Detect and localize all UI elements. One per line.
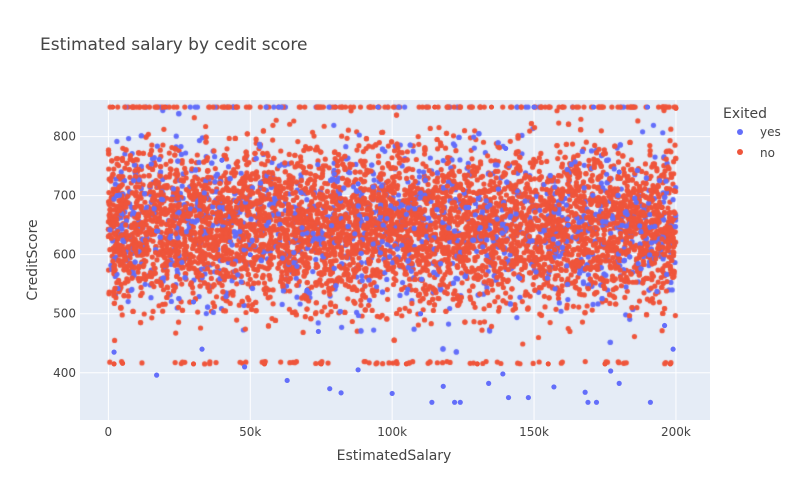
point-no — [233, 198, 239, 205]
legend-label-no: no — [760, 146, 775, 160]
point-yes — [284, 377, 290, 384]
point-yes — [500, 371, 506, 377]
point-yes — [585, 399, 591, 405]
point-yes — [565, 222, 571, 228]
point-no — [559, 104, 566, 110]
point-no — [190, 361, 197, 367]
point-no — [162, 104, 168, 110]
point-yes — [670, 346, 676, 352]
x-tick-label: 0 — [105, 425, 113, 439]
point-no — [139, 222, 146, 228]
point-no — [332, 104, 339, 110]
point-yes — [647, 399, 654, 405]
legend-label-yes: yes — [760, 125, 781, 139]
point-yes — [616, 169, 622, 175]
y-axis-title: CreditScore — [25, 219, 41, 300]
point-no — [602, 361, 608, 367]
point-no — [233, 104, 239, 110]
point-yes — [644, 104, 651, 110]
point-yes — [247, 252, 253, 258]
legend[interactable]: Exited yes no — [723, 106, 781, 160]
point-yes — [111, 349, 117, 355]
point-yes — [154, 228, 160, 234]
y-tick-label: 600 — [53, 248, 76, 262]
x-axis-title: EstimatedSalary — [337, 448, 452, 464]
point-yes — [451, 399, 458, 405]
y-tick-label: 800 — [53, 130, 76, 144]
point-yes — [457, 399, 463, 405]
point-yes — [241, 364, 248, 370]
point-no — [659, 204, 665, 211]
point-yes — [440, 383, 446, 389]
point-yes — [591, 104, 597, 110]
x-tick-label: 50k — [239, 425, 261, 439]
point-yes — [551, 384, 557, 390]
point-no — [119, 360, 126, 366]
point-no — [474, 361, 480, 367]
legend-item-yes[interactable]: yes — [737, 125, 781, 139]
point-no — [488, 104, 495, 110]
chart-title: Estimated salary by cedit score — [40, 35, 307, 55]
x-tick-labels: 0 50k 100k 150k 200k — [105, 425, 691, 439]
point-no — [460, 187, 466, 193]
point-yes — [338, 390, 344, 396]
point-no — [574, 257, 580, 264]
point-yes — [114, 193, 120, 199]
point-no — [545, 361, 551, 367]
point-yes — [355, 181, 361, 187]
point-yes — [608, 368, 614, 374]
point-yes — [505, 394, 512, 401]
legend-marker-yes — [737, 129, 743, 135]
x-tick-label: 150k — [519, 425, 549, 439]
x-tick-label: 200k — [661, 425, 691, 439]
point-yes — [304, 287, 310, 293]
point-yes — [327, 386, 333, 392]
point-yes — [154, 372, 160, 378]
legend-marker-no — [737, 149, 743, 155]
point-yes — [582, 389, 588, 395]
point-yes — [525, 394, 531, 401]
point-no — [403, 361, 409, 367]
point-yes — [190, 299, 197, 305]
legend-title: Exited — [723, 106, 767, 122]
point-yes — [531, 104, 537, 110]
point-yes — [417, 311, 424, 317]
x-tick-label: 100k — [377, 425, 407, 439]
y-tick-label: 400 — [53, 366, 76, 380]
data-points — [110, 104, 679, 405]
point-yes — [616, 380, 622, 386]
y-tick-label: 700 — [53, 189, 76, 203]
y-tick-label: 500 — [53, 307, 76, 321]
point-no — [318, 361, 324, 367]
point-no — [673, 105, 679, 111]
point-yes — [219, 157, 225, 163]
point-yes — [375, 104, 381, 110]
point-yes — [517, 275, 523, 281]
point-no — [630, 104, 636, 110]
point-no — [111, 361, 117, 367]
point-no — [667, 361, 673, 367]
point-yes — [199, 346, 205, 352]
point-no — [110, 104, 116, 110]
point-yes — [593, 399, 600, 405]
point-no — [432, 104, 438, 110]
legend-item-no[interactable]: no — [737, 146, 775, 160]
point-yes — [466, 204, 472, 211]
point-yes — [486, 380, 492, 386]
point-yes — [503, 145, 509, 152]
point-yes — [429, 399, 435, 405]
point-yes — [661, 322, 668, 329]
point-no — [346, 240, 353, 246]
point-no — [261, 361, 268, 367]
point-yes — [276, 104, 282, 110]
point-yes — [315, 328, 321, 335]
point-yes — [355, 367, 361, 373]
point-yes — [389, 390, 395, 397]
y-tick-labels: 400 500 600 700 800 — [53, 130, 76, 380]
